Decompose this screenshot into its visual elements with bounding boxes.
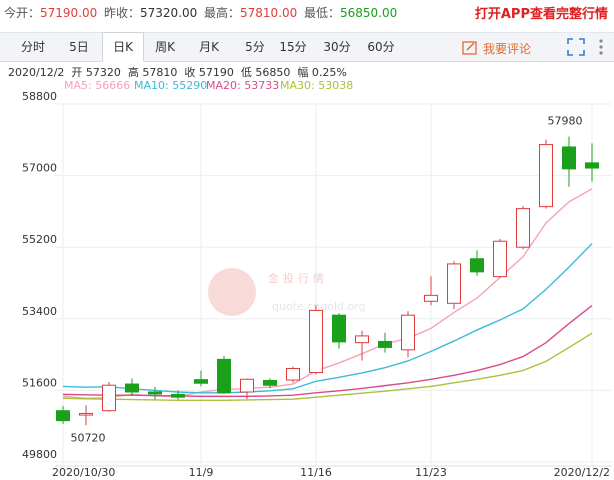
ma-line <box>62 188 593 400</box>
candle-body <box>240 378 254 393</box>
app-link[interactable]: 打开APP查看完整行情 <box>474 7 608 22</box>
candle-body <box>470 258 484 273</box>
quote-value: 56850.00 <box>340 6 398 20</box>
comment-button[interactable]: 我要评论 <box>462 39 531 57</box>
quote-value: 57810.00 <box>240 6 298 20</box>
fullscreen-icon[interactable] <box>566 37 586 57</box>
ma-line <box>62 332 593 402</box>
max-label: 57980 <box>548 115 583 128</box>
candle-body <box>263 379 277 386</box>
candle-body <box>309 309 323 373</box>
watermark: 金投行情 <box>268 271 328 285</box>
y-tick-label: 58800 <box>22 90 57 103</box>
comment-icon <box>462 41 477 55</box>
candle-body <box>217 358 231 394</box>
x-tick-label: 11/23 <box>415 466 447 479</box>
quote-item: 昨收：57320.00 <box>104 4 197 21</box>
candle-body <box>171 393 185 398</box>
legend-entry: MA30: 53038 <box>280 79 353 92</box>
candle-body <box>332 314 346 343</box>
legend-entry: MA5: 56666 <box>64 79 130 92</box>
menu-icon[interactable] <box>594 37 608 57</box>
candle-body <box>562 146 576 170</box>
comment-label[interactable]: 我要评论 <box>483 42 532 56</box>
x-tick-label: 2020/12/2 <box>554 466 610 479</box>
tab[interactable]: 月K <box>199 40 219 54</box>
y-tick-label: 53400 <box>22 305 57 318</box>
tab[interactable]: 5日 <box>69 40 89 54</box>
candle-body <box>79 412 93 416</box>
quote-bar: 今开：57190.00 昨收：57320.00 最高：57810.00 最低：5… <box>0 0 614 24</box>
tab[interactable]: 15分 <box>279 40 307 54</box>
candle-body <box>516 208 530 248</box>
y-tick-label: 51600 <box>22 376 57 389</box>
candle-body <box>102 384 116 412</box>
quote-value: 57190.00 <box>40 6 98 20</box>
candle-body <box>424 294 438 302</box>
quote-item: 最低：56850.00 <box>304 4 397 21</box>
candle-body <box>286 368 300 381</box>
candle-body <box>447 263 461 304</box>
watermark-url: quote.cngold.org <box>272 300 366 313</box>
candle-body <box>148 391 162 395</box>
tab[interactable]: 日K <box>102 32 144 62</box>
quote-label: 今开： <box>4 6 41 20</box>
candle-body <box>56 410 70 422</box>
legend-entry: MA10: 55290 <box>134 79 207 92</box>
ma-line <box>62 243 593 394</box>
min-label: 50720 <box>71 431 106 444</box>
x-tick-label: 2020/10/30 <box>52 466 115 479</box>
quote-label: 最高： <box>204 6 241 20</box>
candle-body <box>585 162 599 169</box>
x-tick-label: 11/16 <box>300 466 332 479</box>
candle-body <box>355 335 369 344</box>
ma-line <box>62 305 593 398</box>
quote-label: 最低： <box>304 6 341 20</box>
y-tick-label: 49800 <box>22 448 57 461</box>
x-tick-label: 11/9 <box>189 466 214 479</box>
candle-body <box>194 379 208 384</box>
tab[interactable]: 30分 <box>323 40 351 54</box>
tab[interactable]: 60分 <box>367 40 395 54</box>
legend-entry: MA20: 53733 <box>206 79 279 92</box>
candle-body <box>539 144 553 208</box>
candle-body <box>125 383 139 393</box>
quote-label: 昨收： <box>104 6 141 20</box>
watermark-logo <box>208 268 256 316</box>
candle-body <box>401 314 415 351</box>
quote-item: 今开：57190.00 <box>4 4 97 21</box>
quote-value: 57320.00 <box>140 6 198 20</box>
candle-body <box>378 340 392 348</box>
y-tick-label: 55200 <box>22 233 57 246</box>
ohlc-info: 2020/12/2 开 57320 高 57810 收 57190 低 5685… <box>8 66 347 79</box>
candle-body <box>493 240 507 278</box>
tab-bar: 我要评论 分时 5日 日K 周K 月K 5分 15分 30分 60分 <box>0 32 614 62</box>
tab[interactable]: 5分 <box>245 40 265 54</box>
tab[interactable]: 周K <box>155 40 175 54</box>
quote-item: 最高：57810.00 <box>204 4 297 21</box>
y-tick-label: 57000 <box>22 162 57 175</box>
tab[interactable]: 分时 <box>20 40 45 54</box>
